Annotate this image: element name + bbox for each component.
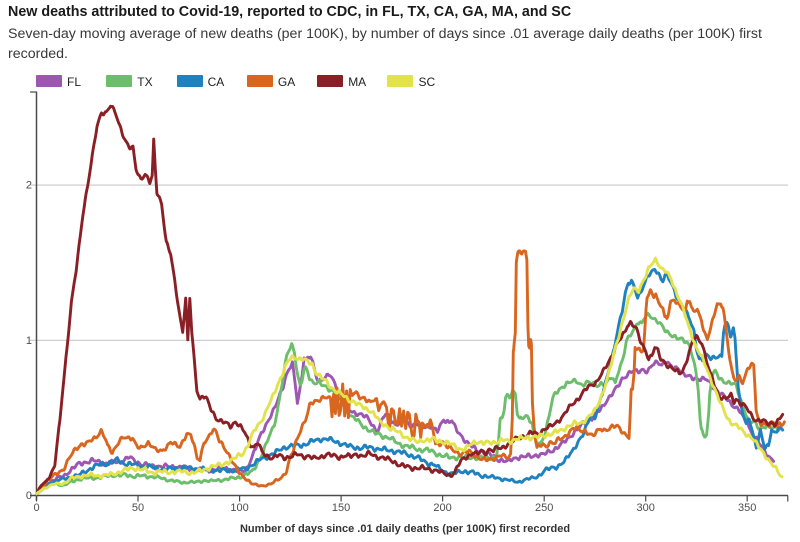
svg-text:250: 250 xyxy=(535,502,553,514)
svg-text:150: 150 xyxy=(332,502,350,514)
svg-text:0: 0 xyxy=(33,502,39,514)
svg-text:100: 100 xyxy=(230,502,248,514)
svg-text:Number of days since .01 daily: Number of days since .01 daily deaths (p… xyxy=(240,523,570,535)
svg-text:0: 0 xyxy=(26,490,32,502)
svg-text:300: 300 xyxy=(637,502,655,514)
svg-text:1: 1 xyxy=(26,335,32,347)
svg-text:200: 200 xyxy=(433,502,451,514)
svg-text:50: 50 xyxy=(132,502,144,514)
svg-text:350: 350 xyxy=(738,502,756,514)
svg-text:2: 2 xyxy=(26,180,32,192)
